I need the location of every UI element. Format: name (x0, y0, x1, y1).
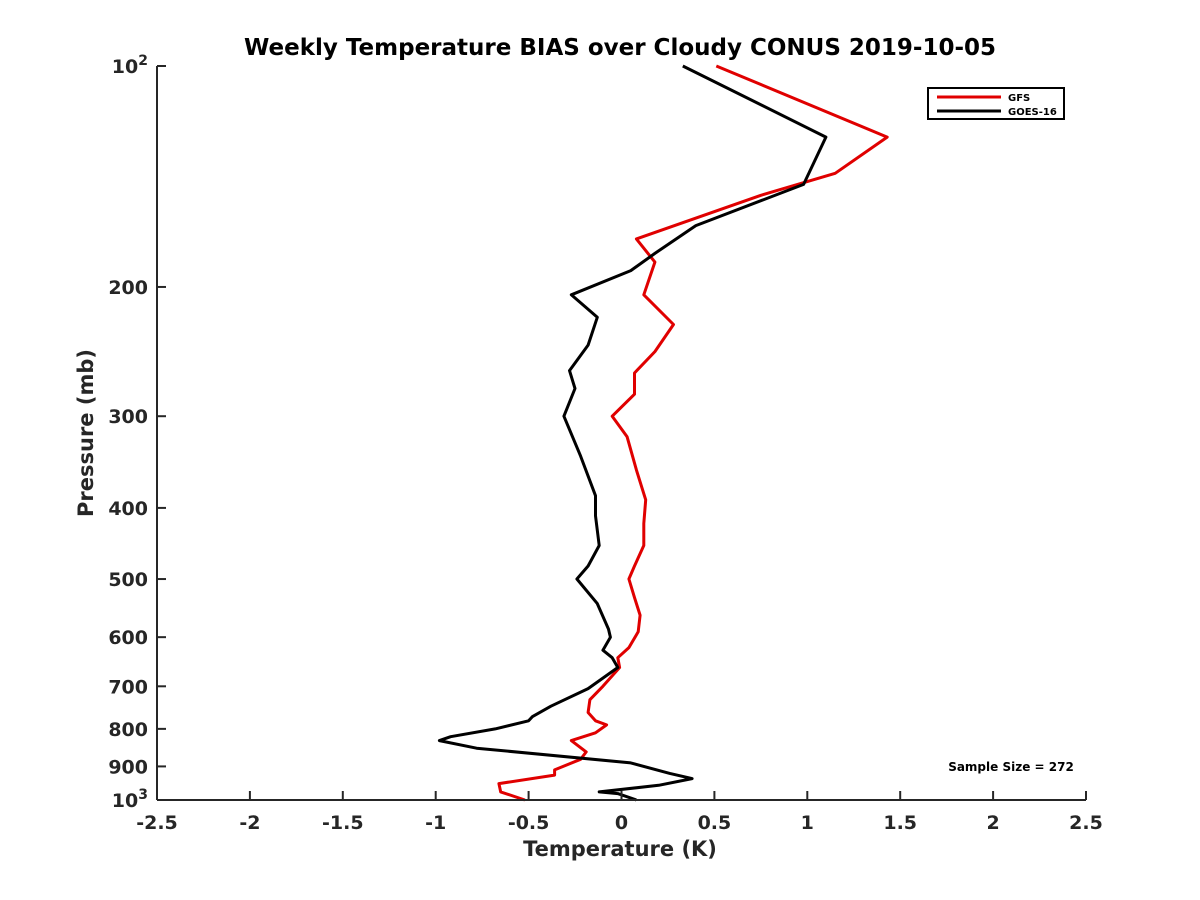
y-tick-label: 600 (108, 627, 148, 649)
x-tick-label: 1.5 (883, 812, 917, 834)
x-tick-label: 0 (615, 812, 628, 834)
legend-label-gfs: GFS (1008, 93, 1030, 104)
y-axis-label: Pressure (mb) (74, 349, 98, 517)
y-tick-label: 700 (108, 676, 148, 698)
series-line-gfs (497, 64, 889, 802)
x-tick-label: -0.5 (508, 812, 550, 834)
y-tick-label: 300 (108, 406, 148, 428)
y-tick-label: 102 (112, 53, 148, 78)
sample-size-annotation: Sample Size = 272 (948, 760, 1074, 774)
chart-title: Weekly Temperature BIAS over Cloudy CONU… (244, 35, 996, 61)
y-tick-label: 200 (108, 277, 148, 299)
x-tick-label: -1 (425, 812, 446, 834)
x-tick-label: 2 (986, 812, 999, 834)
y-tick-label: 103 (112, 787, 148, 812)
y-tick-label: 800 (108, 719, 148, 741)
x-axis-ticks: -2.5 -2 -1.5 -1 -0.5 0 0.5 1 1.5 2 2.5 (136, 791, 1103, 834)
x-tick-label: -2.5 (136, 812, 178, 834)
legend: GFS GOES-16 (927, 87, 1065, 120)
y-tick-label: 400 (108, 498, 148, 520)
x-axis-label: Temperature (K) (523, 837, 717, 861)
legend-label-goes-16: GOES-16 (1008, 107, 1057, 118)
y-tick-label: 500 (108, 569, 148, 591)
series-line-goes-16 (437, 64, 828, 802)
y-tick-label: 900 (108, 756, 148, 778)
x-tick-label: 0.5 (698, 812, 732, 834)
y-axis-ticks: 102 200 300 400 500 600 700 800 900 103 (108, 53, 166, 812)
x-tick-label: 1 (801, 812, 814, 834)
x-tick-label: -1.5 (322, 812, 364, 834)
legend-box (927, 87, 1065, 120)
x-tick-label: 2.5 (1069, 812, 1103, 834)
x-tick-label: -2 (239, 812, 260, 834)
plot-lines (437, 64, 889, 802)
